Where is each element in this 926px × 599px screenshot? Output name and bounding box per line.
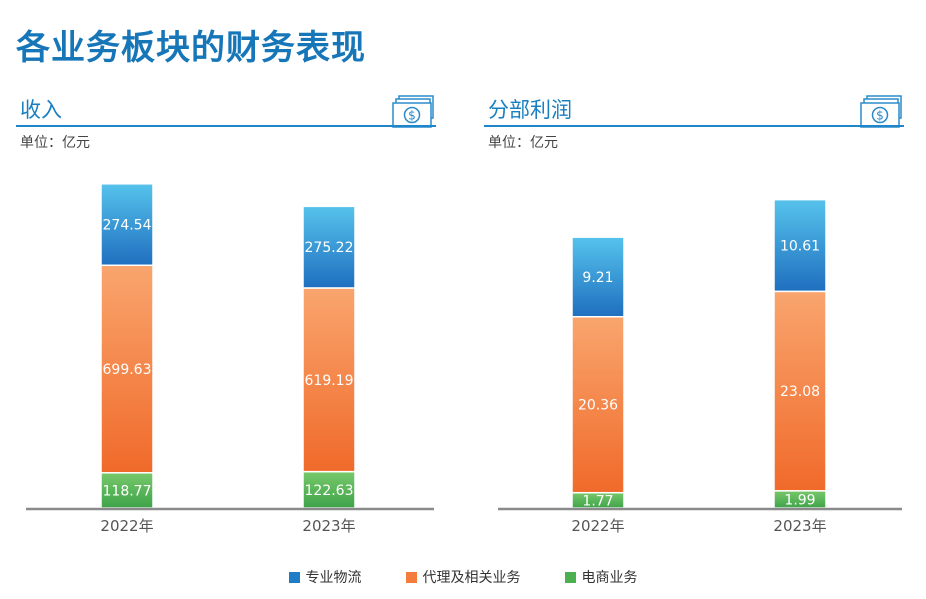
revenue-panel: 收入 $ 单位：亿元 118.77 699.63 274.54 2022年 122.63… [16,92,436,535]
bar-agency-0 [571,316,625,494]
revenue-chart-title: 收入 [20,98,62,122]
bar-ecommerce-1 [302,470,356,509]
revenue-title-rule [16,125,436,127]
profit-unit-label: 单位：亿元 [488,135,558,151]
category-label: 2022年 [100,517,153,535]
bar-value-label: 619.19 [305,373,354,389]
legend-swatch [405,571,417,583]
bar-value-label: 23.08 [780,384,820,400]
bar-logistics-1 [302,205,356,289]
money-icon: $ [392,95,434,128]
bar-value-label: 274.54 [103,218,152,234]
bar-value-label: 9.21 [582,270,613,286]
legend-item-agency: 代理及相关业务 [405,567,521,587]
profit-title-rule [484,125,904,127]
bar-logistics-0 [100,183,154,267]
legend-swatch [288,571,300,583]
svg-text:$: $ [408,109,416,123]
bar-logistics-0 [571,236,625,318]
bar-logistics-1 [773,198,827,293]
bar-ecommerce-0 [100,472,154,509]
page-title: 各业务板块的财务表现 [16,28,366,68]
bar-value-label: 122.63 [305,483,354,499]
bar-value-label: 20.36 [578,398,618,414]
bar-value-label: 1.77 [582,493,613,509]
category-label: 2023年 [773,517,826,535]
chart-legend: 专业物流 代理及相关业务 电商业务 [0,567,926,587]
bar-agency-1 [773,290,827,492]
profit-chart: 1.77 20.36 9.21 2022年 1.99 23.08 10.61 2023年 [498,198,902,535]
profit-panel: 分部利润 $ 单位：亿元 1.77 20.36 9.21 2022年 1.99 23.08… [484,92,904,535]
bar-value-label: 1.99 [784,492,815,508]
bar-value-label: 275.22 [305,240,354,256]
revenue-chart: 118.77 699.63 274.54 2022年 122.63 619.19 275.2… [26,183,434,535]
legend-swatch [564,571,576,583]
money-icon: $ [860,95,902,128]
legend-label: 代理及相关业务 [422,570,521,586]
category-label: 2022年 [571,517,624,535]
revenue-unit-label: 单位：亿元 [20,135,90,151]
profit-chart-title: 分部利润 [488,98,572,122]
legend-label: 专业物流 [305,570,362,586]
bar-value-label: 699.63 [103,362,152,378]
bar-value-label: 118.77 [103,483,152,499]
legend-item-ecommerce: 电商业务 [564,567,638,587]
legend-label: 电商业务 [581,570,638,586]
category-label: 2023年 [302,517,355,535]
bar-value-label: 10.61 [780,239,820,255]
legend-item-logistics: 专业物流 [288,567,362,587]
svg-text:$: $ [876,109,884,123]
bar-agency-0 [100,264,154,474]
